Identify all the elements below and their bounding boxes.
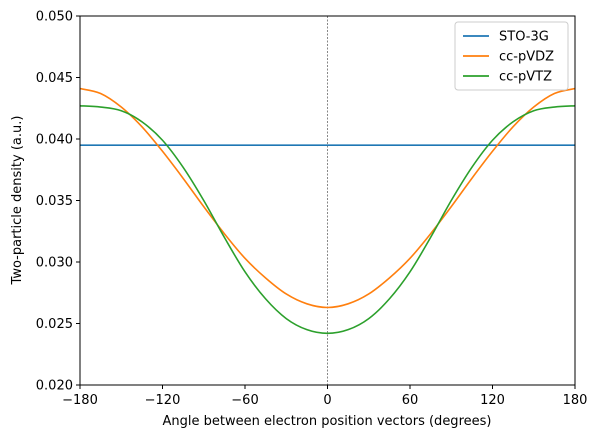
x-tick-label: 0 [323,393,331,408]
x-tick-label: 180 [563,393,588,408]
y-axis-title: Two-particle density (a.u.) [10,116,25,286]
x-tick-label: −180 [62,393,98,408]
x-axis-title: Angle between electron position vectors … [163,414,492,429]
y-tick-label: 0.025 [36,317,73,332]
x-tick-label: 120 [480,393,505,408]
legend-label-sto-3g: STO-3G [499,30,549,45]
x-tick-label: −120 [145,393,181,408]
y-tick-label: 0.030 [36,256,73,271]
legend-label-cc-pvdz: cc-pVDZ [499,50,554,65]
plot-area [80,16,575,385]
legend-box [454,21,569,91]
x-tick-label: 60 [402,393,419,408]
y-tick-label: 0.050 [36,10,73,25]
y-tick-label: 0.045 [36,71,73,86]
y-tick-label: 0.040 [36,133,73,148]
y-tick-label: 0.035 [36,194,73,209]
series-group [80,16,575,385]
axes: −180 −120 −60 0 60 120 180 0.020 0.025 0.030 0.035… [36,10,588,409]
legend-label-cc-pvtz: cc-pVTZ [499,70,552,85]
x-tick-label: −60 [231,393,258,408]
legend: STO-3G cc-pVDZ cc-pVTZ [454,21,569,91]
y-tick-label: 0.020 [36,379,73,394]
series-line-cc-pvtz [80,104,575,335]
series-line-cc-pvdz [80,87,575,309]
